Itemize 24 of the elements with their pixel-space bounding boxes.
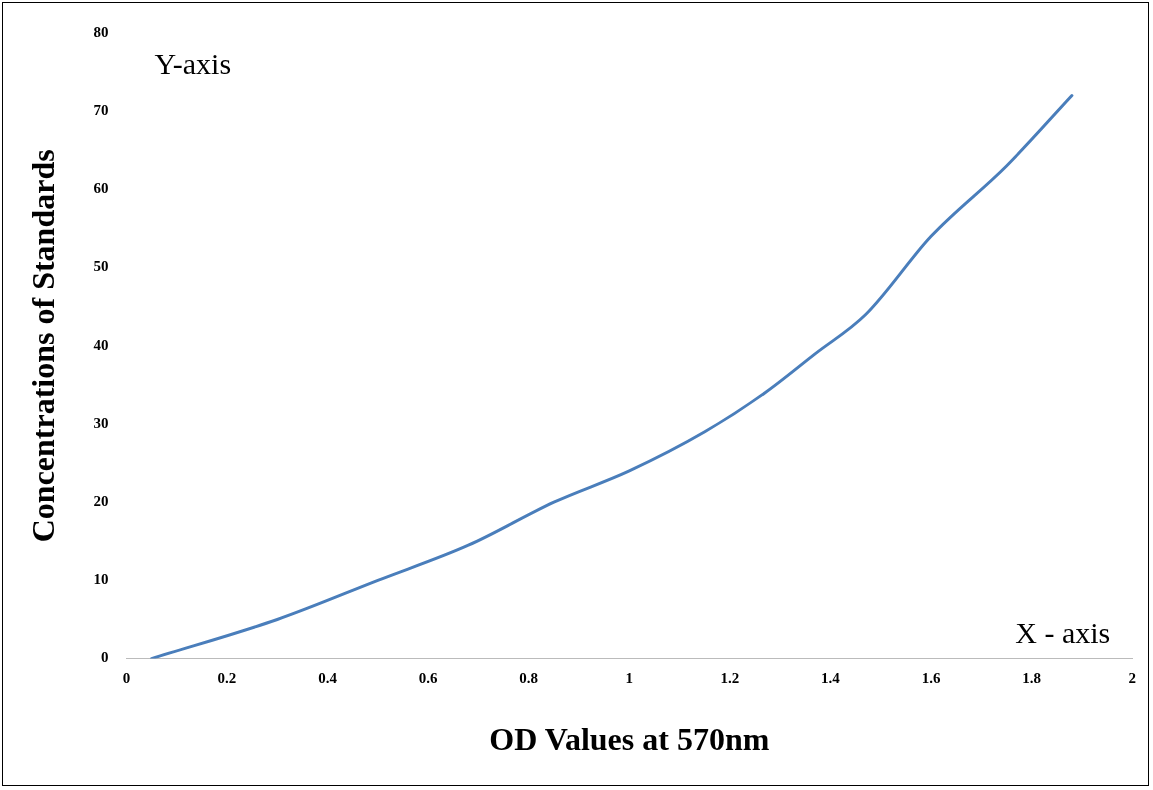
x-tick-label: 0.2 [217,670,237,687]
x-tick-label: 1.6 [921,670,941,687]
y-tick-label: 80 [93,23,109,40]
annotation: Y-axis [154,46,232,80]
y-tick-label: 0 [100,649,109,666]
y-tick-label: 10 [93,571,109,588]
x-tick-label: 0 [122,670,131,687]
x-axis-title: OD Values at 570nm [489,721,770,758]
x-tick-label: 1.8 [1022,670,1042,687]
x-tick-label: 0.6 [418,670,439,687]
x-tick-label: 0.8 [519,670,539,687]
y-axis-title: Concentrations of Standards [25,149,62,543]
y-tick-label: 20 [93,493,109,510]
y-tick-label: 60 [93,180,109,197]
y-tick-label: 40 [93,336,109,353]
x-tick-label: 1.4 [821,670,841,687]
x-tick-label: 0.4 [318,670,338,687]
y-tick-label: 70 [93,102,109,119]
y-tick-label: 50 [93,258,109,275]
x-tick-label: 2 [1128,670,1136,687]
y-tick-label: 30 [93,414,109,431]
x-tick-label: 1 [625,670,634,687]
x-tick-label: 1.2 [720,670,740,687]
annotation: X - axis [1015,616,1111,650]
